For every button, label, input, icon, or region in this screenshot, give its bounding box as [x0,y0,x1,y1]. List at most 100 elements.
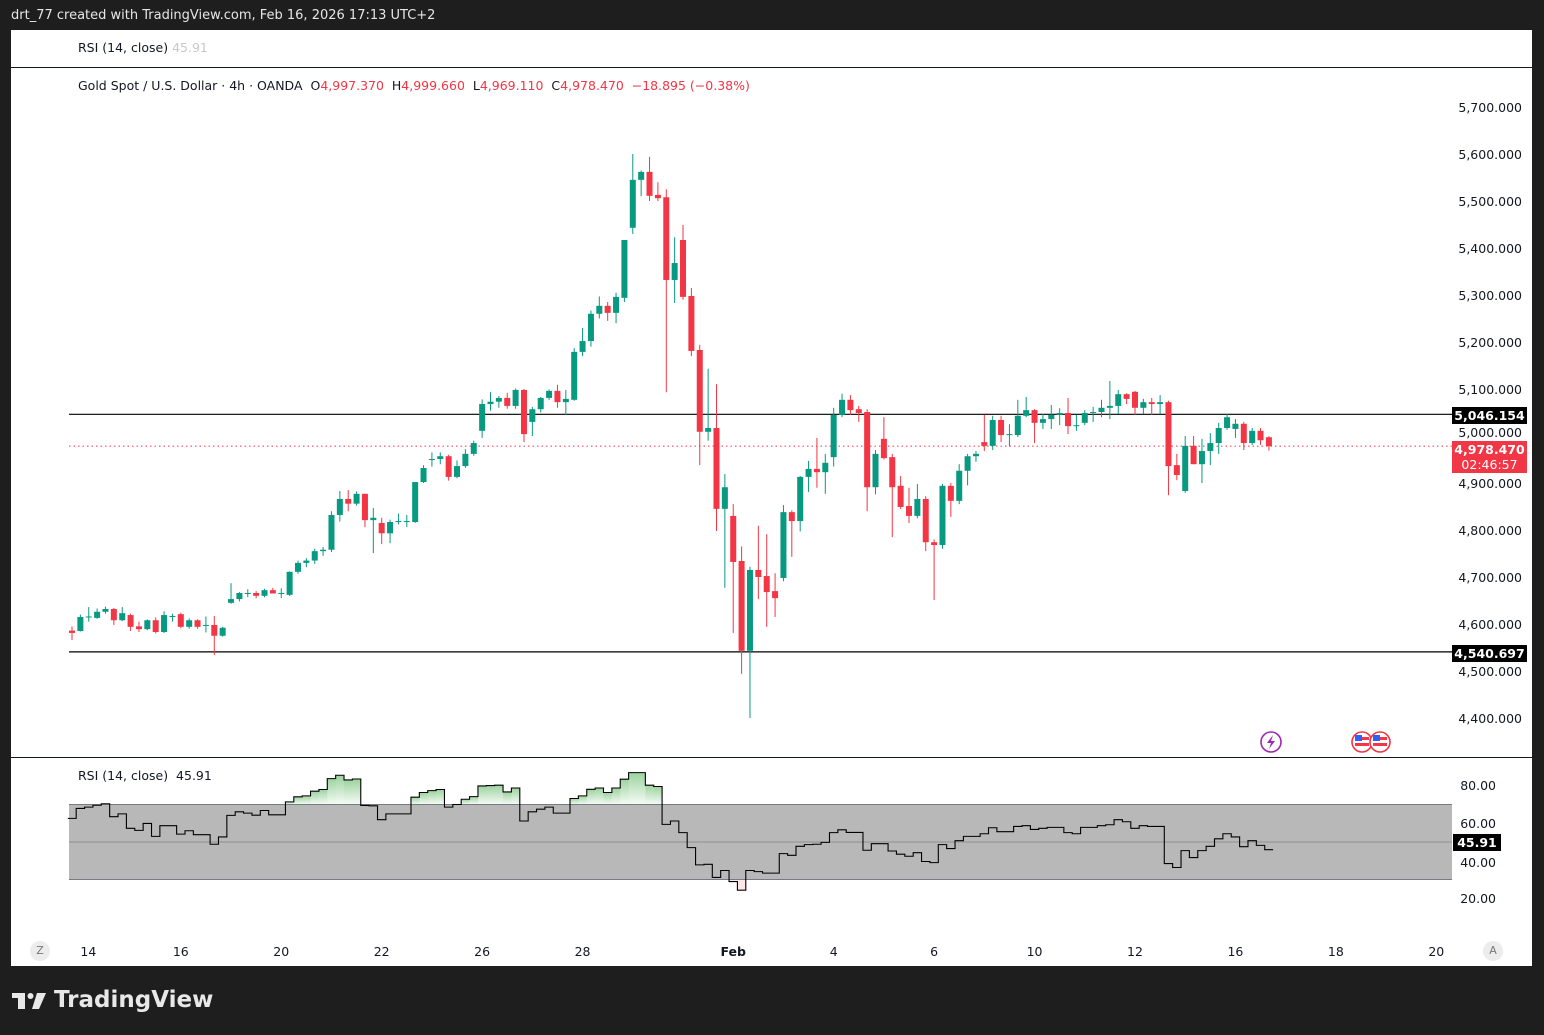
candle [1148,397,1155,415]
candle [144,619,151,631]
rsi-overbought-fill [293,796,303,805]
candle [1157,395,1164,414]
candle-body [1039,419,1046,423]
high-label: H [391,78,402,93]
candle-body [730,515,737,562]
horizontal-lines[interactable] [69,413,1452,653]
candle-body [1265,437,1272,447]
high-value: 4,999.660 [401,78,465,93]
candle [445,454,452,481]
candle-body [1165,402,1172,467]
time-axis[interactable]: 14 16 20 22 26 28 Feb 4 6 10 12 16 18 20 [80,944,1444,959]
candle [403,514,410,528]
top-rsi-legend[interactable]: RSI (14, close) 45.91 [78,40,208,55]
candle-body [387,522,394,534]
candle [922,496,929,552]
rsi-overbought-fill [318,789,328,805]
price-axis-label: 5,600.000 [1458,146,1522,162]
candle-body [186,620,193,627]
candle [638,170,645,197]
rsi-overbought-fill [410,797,420,805]
candle [1056,408,1063,426]
rsi-overbought-fill [469,796,478,805]
candle-body [663,197,670,280]
candle [763,534,770,627]
candle [864,409,871,512]
candle [1140,398,1147,414]
candle [839,393,846,418]
candle [604,302,611,321]
candle-body [671,263,678,280]
candle [470,440,477,456]
rsi-overbought-fill [586,789,596,805]
rsi-overbought-fill [494,785,504,805]
candle-body [445,456,452,477]
open-label: O [310,78,321,93]
us-flag-event-icon[interactable] [1351,731,1373,753]
event-markers[interactable] [1260,731,1391,753]
price-axis-label: 5,200.000 [1458,334,1522,350]
candle-body [696,349,703,432]
log-scale-toggle[interactable]: Z [30,941,50,961]
symbol-legend[interactable]: Gold Spot / U.S. Dollar · 4h · OANDA O4,… [78,78,750,93]
rsi-overbought-fill [419,792,428,805]
candle-body [596,305,603,314]
candle [119,607,126,622]
candle [495,396,502,408]
candle [286,571,293,596]
candle [110,608,117,625]
open-value: 4,997.370 [320,78,384,93]
candle [152,617,159,634]
candle [1190,436,1197,465]
candle [889,453,896,538]
candle [721,474,728,588]
candle [830,407,837,467]
candle-body [1182,445,1189,491]
rsi-axis[interactable]: 80.00 60.00 40.00 20.00 [1442,0,1496,940]
candle [77,614,84,632]
auto-scale-toggle[interactable]: A [1483,941,1503,961]
candle-body [621,240,628,298]
candle-body [479,404,486,431]
candle [529,406,536,436]
price-axis-label: 5,000.000 [1458,425,1522,440]
candle [654,182,661,201]
candle [428,452,435,467]
candle-body [303,560,310,563]
candle [387,519,394,544]
candle-body [1090,412,1097,414]
rsi-overbought-fill [486,785,495,805]
candle-body [1157,402,1164,405]
candle [788,510,795,557]
tradingview-logo[interactable]: TradingView [12,987,213,1013]
candle-body [177,614,184,627]
candle [671,237,678,303]
candle-body [880,438,887,459]
rsi-legend[interactable]: RSI (14, close) 45.91 [78,768,212,783]
candle-body [914,498,921,516]
time-axis-label: 12 [1127,944,1143,959]
candle [1198,438,1205,483]
candle [412,482,419,523]
candle-body [562,398,569,403]
candle-body [487,401,494,405]
candle [663,189,670,393]
us-flag-event-icon[interactable] [1369,731,1391,753]
candle [1249,428,1256,445]
candle-body [152,620,159,632]
candle-body [797,476,804,522]
candle-body [69,630,75,633]
price-axis[interactable]: 5,700.000 5,600.000 5,500.000 5,400.000 5,30… [1442,0,1522,760]
candle-body [378,522,385,534]
candle-body [680,240,687,297]
candle [797,475,804,532]
candle-body [746,569,753,651]
rsi-overbought-fill [611,788,621,805]
price-axis-label: 4,600.000 [1458,616,1522,632]
lightning-event-icon[interactable] [1260,731,1282,753]
rsi-overbought-fill [578,795,587,805]
candle-body [537,397,544,410]
time-axis-label: 16 [173,944,189,959]
candle [897,475,904,509]
